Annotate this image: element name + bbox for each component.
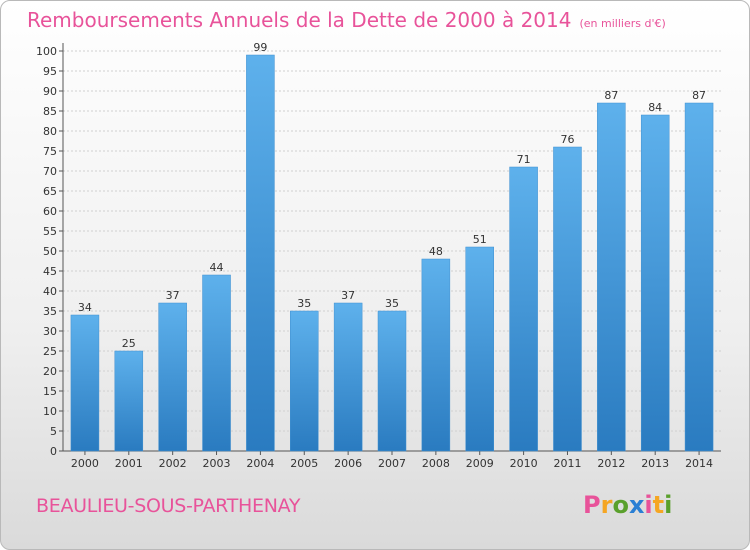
y-tick-label: 15	[43, 385, 57, 398]
y-tick-label: 85	[43, 105, 57, 118]
y-tick-label: 100	[36, 45, 57, 58]
bar-2012	[597, 102, 626, 452]
bar-2001	[114, 350, 144, 452]
bar-2003	[202, 274, 231, 452]
place-name: BEAULIEU-SOUS-PARTHENAY	[36, 495, 301, 517]
y-tick-label: 35	[43, 305, 57, 318]
x-tick-label: 2009	[466, 457, 494, 470]
data-label: 35	[297, 297, 311, 310]
y-tick-label: 75	[43, 145, 57, 158]
x-tick-label: 2012	[597, 457, 625, 470]
x-tick-label: 2006	[334, 457, 362, 470]
chart-title: Remboursements Annuels de la Dette de 20…	[27, 8, 666, 32]
data-label: 44	[210, 261, 224, 274]
bar-2010	[509, 166, 538, 452]
y-tick-label: 60	[43, 205, 57, 218]
x-tick-label: 2005	[290, 457, 318, 470]
y-tick-label: 90	[43, 85, 57, 98]
x-tick-label: 2007	[378, 457, 406, 470]
y-tick-label: 20	[43, 365, 57, 378]
data-label: 34	[78, 301, 92, 314]
bar-2000	[70, 314, 100, 452]
y-tick-label: 30	[43, 325, 57, 338]
bar-2014	[684, 102, 714, 452]
proxiti-logo: Proxiti	[583, 491, 672, 519]
y-tick-label: 50	[43, 245, 57, 258]
x-tick-label: 2002	[159, 457, 187, 470]
data-label: 51	[473, 233, 487, 246]
data-label: 71	[517, 153, 531, 166]
logo-letter: P	[583, 491, 601, 519]
logo-letter: i	[664, 491, 673, 519]
logo-letter: x	[628, 491, 645, 519]
x-tick-label: 2013	[641, 457, 669, 470]
bar-2008	[421, 258, 451, 452]
bar-2006	[333, 302, 363, 452]
y-tick-label: 10	[43, 405, 57, 418]
x-tick-label: 2001	[115, 457, 143, 470]
chart-unit: (en milliers d'€)	[579, 17, 666, 30]
y-tick-label: 65	[43, 185, 57, 198]
y-tick-label: 55	[43, 225, 57, 238]
x-tick-label: 2003	[203, 457, 231, 470]
bar-2002	[158, 302, 187, 452]
x-tick-label: 2011	[553, 457, 581, 470]
x-tick-label: 2010	[510, 457, 538, 470]
chart-title-text: Remboursements Annuels de la Dette de 20…	[27, 8, 572, 32]
data-label: 37	[166, 289, 180, 302]
data-label: 37	[341, 289, 355, 302]
y-tick-label: 0	[50, 445, 57, 458]
x-tick-label: 2004	[246, 457, 274, 470]
bar-2005	[290, 310, 319, 452]
x-tick-label: 2000	[71, 457, 99, 470]
bar-2013	[640, 114, 670, 452]
y-tick-label: 40	[43, 285, 57, 298]
bars	[70, 54, 714, 452]
bar-2007	[377, 310, 407, 452]
data-label: 99	[253, 41, 267, 54]
y-tick-label: 95	[43, 65, 57, 78]
data-label: 25	[122, 337, 136, 350]
bar-2009	[465, 246, 494, 452]
bar-2004	[246, 54, 275, 452]
y-tick-label: 70	[43, 165, 57, 178]
x-tick-label: 2008	[422, 457, 450, 470]
data-label: 87	[604, 89, 618, 102]
x-tick-label: 2014	[685, 457, 713, 470]
data-label: 84	[648, 101, 662, 114]
logo-letter: r	[600, 491, 613, 519]
logo-letter: o	[612, 491, 629, 519]
logo-letter: t	[652, 491, 665, 519]
y-tick-label: 45	[43, 265, 57, 278]
y-tick-label: 25	[43, 345, 57, 358]
data-label: 76	[560, 133, 574, 146]
y-tick-label: 80	[43, 125, 57, 138]
data-label: 35	[385, 297, 399, 310]
data-label: 48	[429, 245, 443, 258]
logo-letter: i	[644, 491, 653, 519]
bar-2011	[553, 146, 582, 452]
y-tick-label: 5	[50, 425, 57, 438]
data-label: 87	[692, 89, 706, 102]
labels: 0 5 10 15 20 25 30 35 40 45 50 55 60 65 70 75 80 85 90 95 10…	[36, 41, 713, 470]
